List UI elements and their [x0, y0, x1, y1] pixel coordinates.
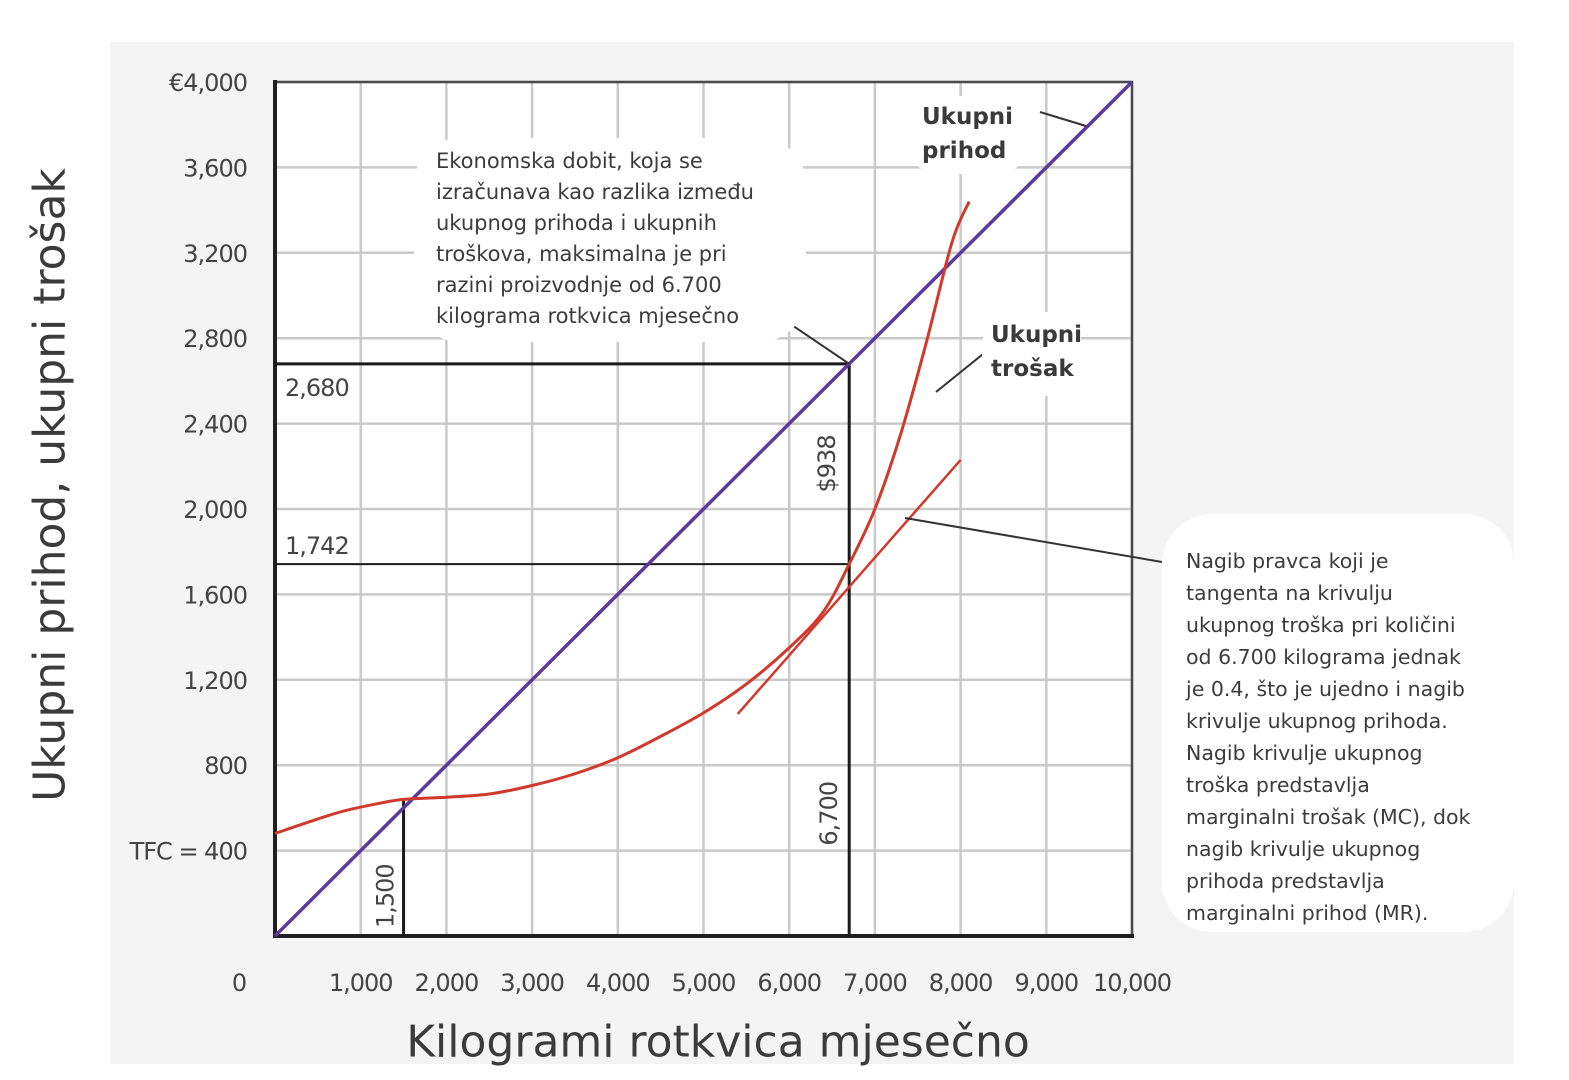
profit-annotation-line: izračunava kao razlika između — [436, 180, 754, 204]
profit-annotation-box — [414, 138, 806, 342]
cost-series-label: Ukupni trošak — [991, 318, 1082, 386]
cost-label-line: trošak — [991, 356, 1074, 382]
revenue-label-box — [908, 96, 1028, 174]
reference-lines: 1,500 6,700 2,680 1,742 — [275, 362, 851, 936]
x-tick-label: 5,000 — [672, 969, 736, 997]
y-tick-label: TFC = 400 — [129, 838, 247, 866]
slope-annotation-line: krivulje ukupnog prihoda. — [1186, 709, 1448, 733]
slope-annotation-line: Nagib krivulje ukupnog — [1186, 741, 1423, 765]
revenue-series-label: Ukupni prihod — [922, 100, 1013, 168]
slope-annotation-line: je 0.4, što je ujedno i nagib — [1186, 677, 1465, 701]
x-tick-label: 2,000 — [415, 969, 479, 997]
cost-curve — [274, 200, 971, 835]
x-tick-label: 6,000 — [757, 969, 821, 997]
revenue-leader-line — [1039, 111, 1087, 127]
cost-label-line: Ukupni — [991, 322, 1083, 348]
slope-annotation-line: ukupnog troška pri količini — [1186, 613, 1456, 637]
y-tick-label: 1,200 — [183, 667, 247, 695]
x-tick-label: 9,000 — [1014, 969, 1078, 997]
y-tick-label: €4,000 — [169, 69, 247, 97]
x-origin-label: 0 — [232, 969, 246, 997]
slope-annotation-line: marginalni prihod (MR). — [1186, 901, 1429, 925]
cost-label-box — [982, 312, 1082, 396]
gap-label: $938 — [813, 435, 841, 492]
slope-leader-line — [904, 517, 1163, 563]
x-tick-label: 10,000 — [1093, 969, 1171, 997]
ref-label-2680: 2,680 — [285, 374, 349, 402]
slope-annotation: Nagib pravca koji je tangenta na krivulju… — [1186, 545, 1470, 929]
revenue-line — [273, 80, 1134, 938]
ref-label-6700: 6,700 — [815, 782, 843, 846]
y-tick-label: 2,800 — [183, 325, 247, 353]
y-tick-label: 2,400 — [183, 411, 247, 439]
profit-annotation-line: Ekonomska dobit, koja se — [436, 149, 703, 173]
revenue-label-line: prihod — [922, 138, 1007, 164]
x-tick-label: 1,000 — [329, 969, 393, 997]
y-tick-label: 1,600 — [183, 581, 247, 609]
slope-annotation-line: od 6.700 kilograma jednak — [1186, 645, 1461, 669]
cost-leader-line — [935, 349, 989, 393]
x-tick-label: 3,000 — [500, 969, 564, 997]
y-axis-title: Ukupni prihod, ukupni trošak — [24, 168, 76, 802]
ref-label-1742: 1,742 — [285, 532, 349, 560]
slope-annotation-line: Nagib pravca koji je — [1186, 549, 1389, 573]
profit-annotation-line: razini proizvodnje od 6.700 — [436, 273, 722, 297]
y-tick-label: 3,200 — [183, 240, 247, 268]
x-tick-label: 7,000 — [843, 969, 907, 997]
slope-annotation-line: tangenta na krivulju — [1186, 581, 1393, 605]
x-tick-label: 4,000 — [586, 969, 650, 997]
profit-annotation-line: ukupnog prihoda i ukupnih — [436, 211, 717, 235]
slope-annotation-line: troška predstavlja — [1186, 773, 1370, 797]
profit-annotation-line: kilograma rotkvica mjesečno — [436, 304, 740, 328]
slope-annotation-line: marginalni trošak (MC), dok — [1186, 805, 1471, 829]
tangent-line — [736, 459, 962, 715]
ref-label-1500: 1,500 — [372, 864, 400, 928]
profit-annotation: Ekonomska dobit, koja se izračunava kao r… — [436, 146, 754, 332]
y-tick-label: 2,000 — [183, 496, 247, 524]
slope-annotation-line: nagib krivulje ukupnog — [1186, 837, 1421, 861]
slope-annotation-line: prihoda predstavlja — [1186, 869, 1385, 893]
profit-annotation-line: troškova, maksimalna je pri — [436, 242, 727, 266]
revenue-label-line: Ukupni — [922, 104, 1014, 130]
x-axis-title: Kilogrami rotkvica mjesečno — [406, 1016, 1030, 1068]
x-tick-label: 8,000 — [929, 969, 993, 997]
y-tick-label: 800 — [204, 752, 247, 780]
y-tick-label: 3,600 — [183, 154, 247, 182]
slope-annotation-box — [1162, 514, 1514, 932]
